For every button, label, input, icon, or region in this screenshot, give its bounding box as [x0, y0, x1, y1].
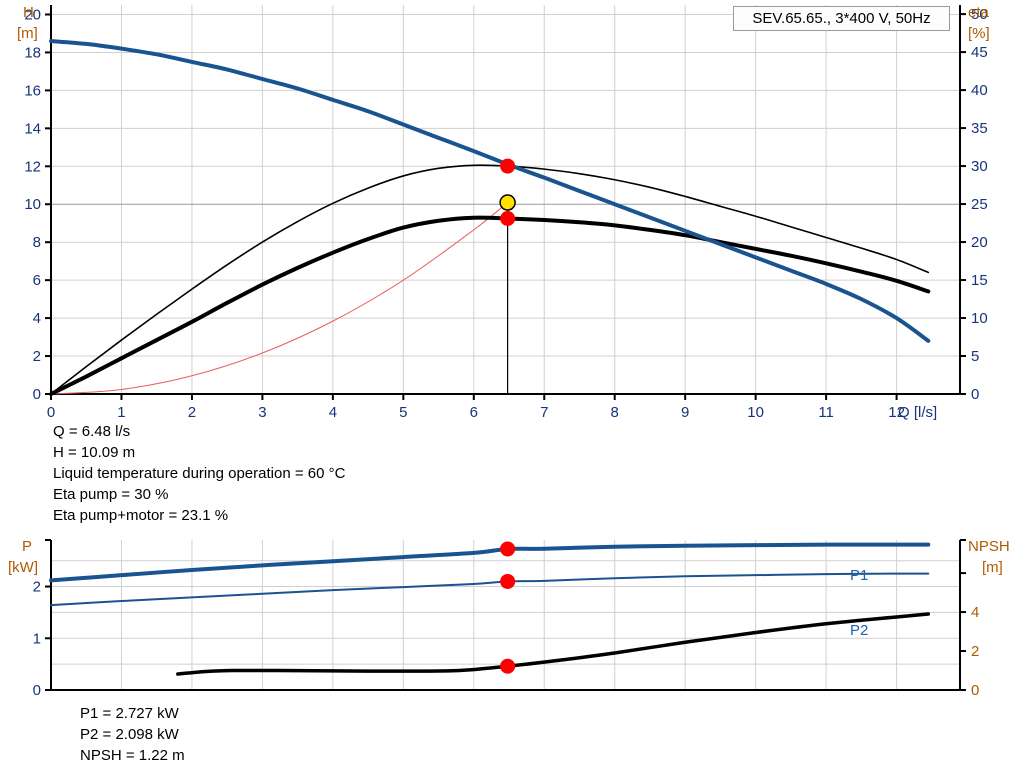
- tick-label-eta-45: 45: [971, 44, 988, 61]
- x-axis-title: Q [l/s]: [898, 404, 937, 421]
- duty-marker-head[interactable]: [499, 194, 516, 211]
- duty-marker-p1[interactable]: [500, 541, 516, 557]
- tick-label-q-3: 3: [258, 404, 266, 421]
- left-axis-title-p: P: [22, 538, 32, 555]
- tick-label-h-8: 8: [33, 234, 41, 251]
- tick-label-q-12: 12: [888, 404, 905, 421]
- right-axis-title-npsh: NPSH: [968, 538, 1010, 555]
- left-axis-title-h: H: [23, 4, 34, 21]
- left-axis-unit-h: [m]: [17, 25, 38, 42]
- tick-label-npsh-4: 4: [971, 604, 979, 621]
- tick-label-npsh-2: 2: [971, 643, 979, 660]
- series-tag-p2: P2: [850, 622, 868, 639]
- tick-label-p-0: 0: [33, 682, 41, 699]
- tick-label-eta-15: 15: [971, 272, 988, 289]
- tick-label-h-4: 4: [33, 310, 41, 327]
- duty-marker-eta-pump[interactable]: [500, 158, 516, 174]
- tick-label-h-6: 6: [33, 272, 41, 289]
- readout-p2: P2 = 2.098 kW: [80, 726, 179, 743]
- duty-marker-p2[interactable]: [500, 573, 516, 589]
- tick-label-eta-40: 40: [971, 82, 988, 99]
- tick-label-h-18: 18: [24, 44, 41, 61]
- tick-label-eta-50: 50: [971, 6, 988, 23]
- right-axis-unit-eta: [%]: [968, 25, 990, 42]
- tick-label-p-1: 1: [33, 630, 41, 647]
- model-title-text: SEV.65.65., 3*400 V, 50Hz: [752, 10, 931, 27]
- left-axis-unit-p: [kW]: [8, 559, 38, 576]
- tick-label-eta-0: 0: [971, 386, 979, 403]
- readout-h: H = 10.09 m: [53, 444, 136, 461]
- tick-label-h-0: 0: [33, 386, 41, 403]
- model-title-box: SEV.65.65., 3*400 V, 50Hz: [733, 6, 950, 31]
- tick-label-q-4: 4: [329, 404, 337, 421]
- tick-label-h-2: 2: [33, 348, 41, 365]
- curve-npsh: [176, 612, 931, 676]
- readout-npsh: NPSH = 1.22 m: [80, 747, 185, 764]
- curve-head: [49, 39, 931, 343]
- readout-q: Q = 6.48 l/s: [53, 423, 131, 440]
- right-axis-unit-npsh: [m]: [982, 559, 1003, 576]
- tick-label-h-10: 10: [24, 196, 41, 213]
- readout-p1: P1 = 2.727 kW: [80, 705, 179, 722]
- tick-label-eta-20: 20: [971, 234, 988, 251]
- tick-label-q-10: 10: [747, 404, 764, 421]
- tick-label-h-16: 16: [24, 82, 41, 99]
- tick-label-q-8: 8: [611, 404, 619, 421]
- series-tag-p1: P1: [850, 567, 868, 584]
- tick-label-eta-5: 5: [971, 348, 979, 365]
- readout-temp: Liquid temperature during operation = 60…: [53, 465, 346, 482]
- tick-label-q-11: 11: [818, 404, 834, 421]
- curve-p2: [50, 572, 930, 607]
- tick-label-eta-10: 10: [971, 310, 988, 327]
- tick-label-q-0: 0: [47, 404, 55, 421]
- top-readout-block: Q = 6.48 l/s H = 10.09 m Liquid temperat…: [53, 421, 345, 526]
- tick-label-h-20: 20: [24, 6, 41, 23]
- tick-label-eta-25: 25: [971, 196, 988, 213]
- tick-label-h-12: 12: [24, 158, 41, 175]
- tick-label-eta-30: 30: [971, 158, 988, 175]
- tick-label-h-14: 14: [24, 120, 41, 137]
- tick-label-q-2: 2: [188, 404, 196, 421]
- curve-eta-pump: [50, 164, 930, 395]
- tick-label-q-5: 5: [399, 404, 407, 421]
- duty-marker-eta-pump-motor[interactable]: [500, 210, 516, 226]
- tick-label-p-2: 2: [33, 579, 41, 596]
- tick-label-q-6: 6: [470, 404, 478, 421]
- tick-label-npsh-0: 0: [971, 682, 979, 699]
- curve-system: [50, 202, 509, 395]
- tick-label-eta-35: 35: [971, 120, 988, 137]
- tick-label-q-1: 1: [117, 404, 125, 421]
- readout-eta-pump-motor: Eta pump+motor = 23.1 %: [53, 507, 229, 524]
- tick-label-q-7: 7: [540, 404, 548, 421]
- right-axis-title-eta: eta: [968, 4, 990, 21]
- duty-marker-npsh[interactable]: [500, 658, 516, 674]
- curve-eta-pump-motor: [49, 215, 931, 396]
- bottom-readout-block: P1 = 2.727 kW P2 = 2.098 kW NPSH = 1.22 …: [80, 703, 185, 766]
- tick-label-q-9: 9: [681, 404, 689, 421]
- readout-eta-pump: Eta pump = 30 %: [53, 486, 169, 503]
